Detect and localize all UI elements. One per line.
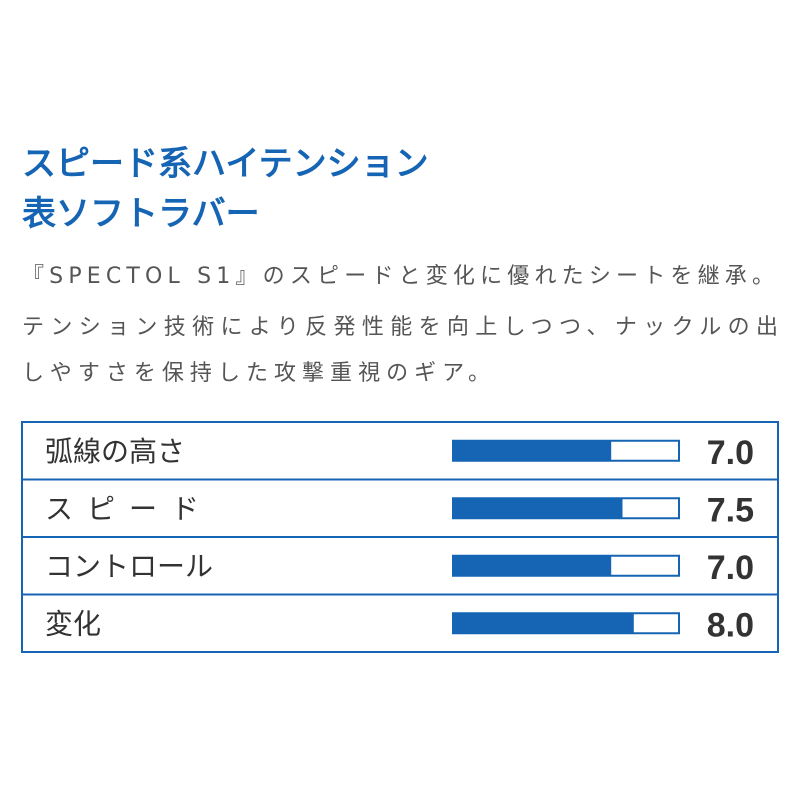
description-line: 『SPECTOL S1』のスピードと変化に優れたシートを継承。 <box>22 264 774 289</box>
bar <box>453 440 612 461</box>
bar <box>453 613 634 634</box>
value-label: 7.0 <box>707 434 754 472</box>
bar <box>453 555 612 576</box>
value-label: 7.5 <box>707 491 754 529</box>
row-label: スピード <box>45 492 213 525</box>
description-line: テンション技術により反発性能を向上しつつ、ナックルの出 <box>22 315 778 340</box>
value-label: 8.0 <box>707 606 754 644</box>
row-label: コントロール <box>45 550 213 583</box>
value-label: 7.0 <box>707 549 754 587</box>
description-line: しやすさを保持した攻撃重視のギア。 <box>22 361 490 386</box>
bar <box>453 498 623 519</box>
title-line: スピード系ハイテンション <box>22 144 429 184</box>
title-line: 表ソフトラバー <box>22 194 260 234</box>
row-label: 変化 <box>45 607 101 640</box>
row-label: 弧線の高さ <box>45 435 185 468</box>
spec-table: 弧線の高さ 7.0 スピード 7.5 コントロール 7.0 変化 8.0 <box>21 421 779 653</box>
